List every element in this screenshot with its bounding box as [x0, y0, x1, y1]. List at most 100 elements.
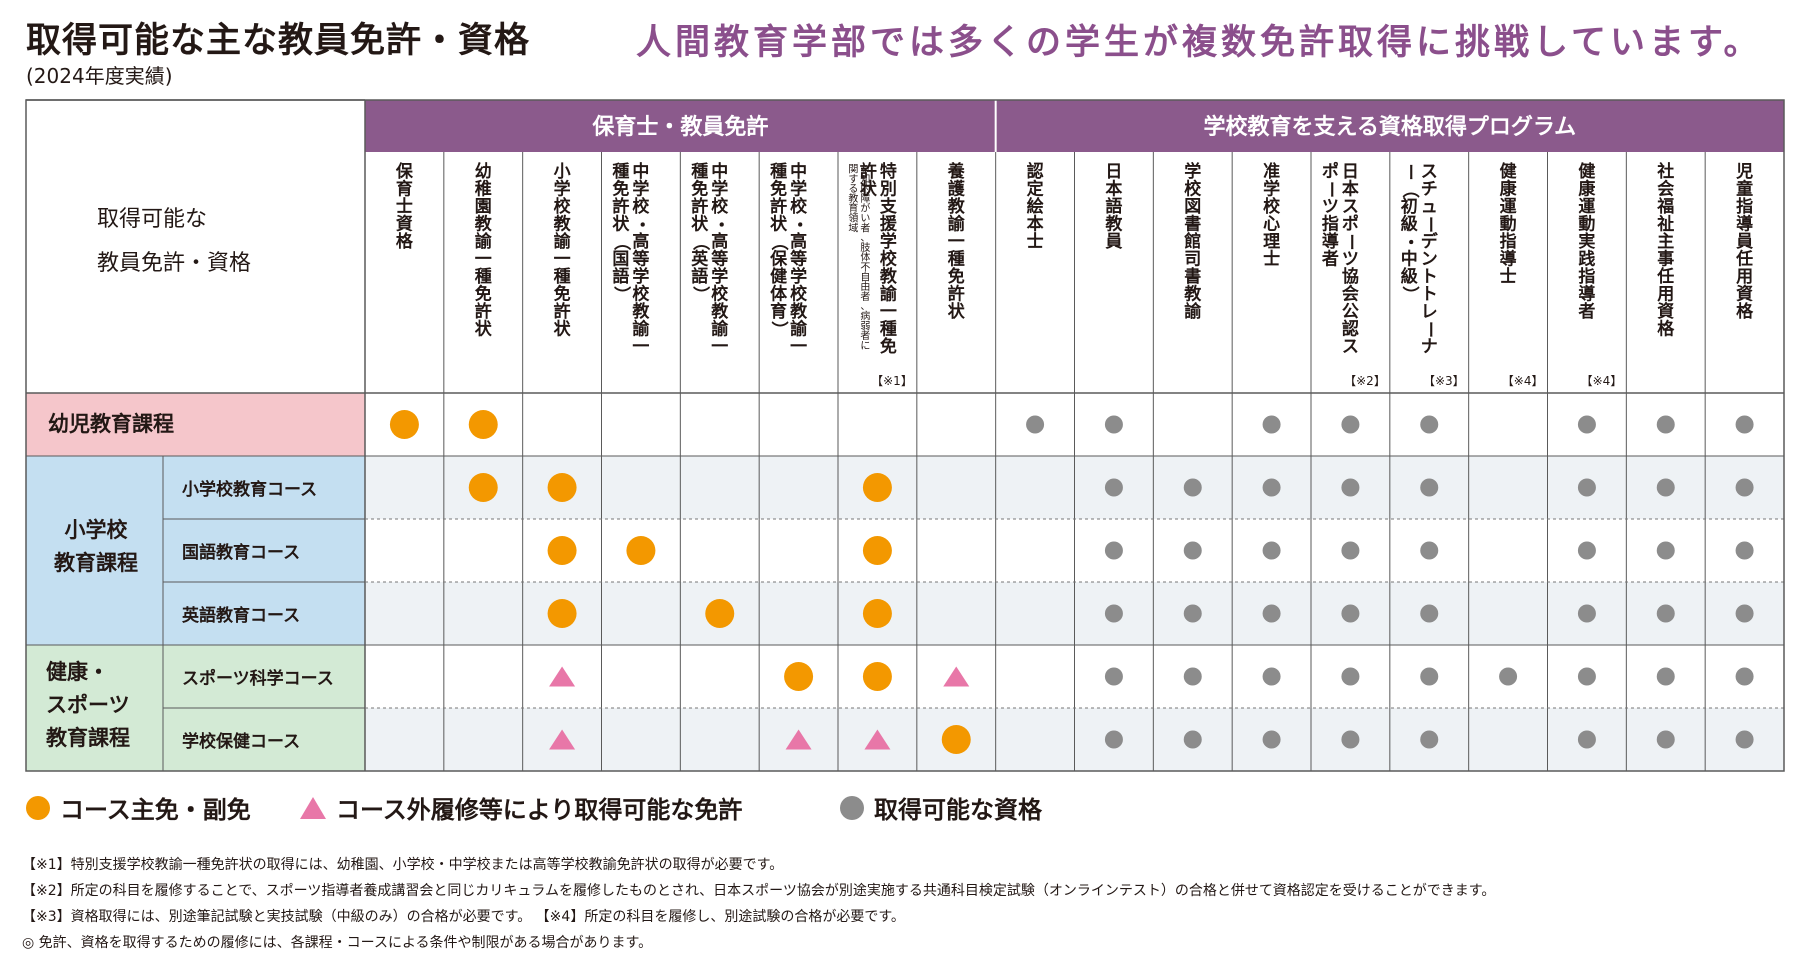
column-header-char: 許 — [948, 284, 965, 305]
column-header-char: 育 — [770, 301, 787, 322]
gray-circle-mark — [1183, 604, 1202, 623]
column-header-char: 学 — [632, 179, 649, 200]
column-header-char: ス — [1421, 162, 1438, 182]
column-header-char: 一 — [790, 337, 807, 357]
column-header-subtext-char: 者 — [860, 291, 870, 303]
column-header-char: 本 — [1027, 214, 1044, 235]
column-header-char: 学 — [1263, 179, 1280, 200]
column-header-char: 免 — [554, 284, 571, 305]
pink-triangle-mark — [864, 729, 891, 750]
column-header-char: 動 — [1500, 214, 1517, 235]
column-header-subtext-char: 、 — [860, 233, 870, 244]
column-header-char: ・ — [789, 216, 809, 233]
column-header-char: 公 — [1342, 302, 1359, 322]
column-header-char: 学 — [790, 179, 807, 200]
gray-circle-mark — [1262, 541, 1281, 560]
column-header-char: ュ — [1421, 197, 1438, 217]
column-header-char: 者 — [1577, 301, 1595, 322]
column-header-char: 学 — [880, 231, 897, 252]
gray-circle-mark — [1656, 541, 1675, 560]
gray-circle-mark — [1420, 415, 1439, 434]
gray-circle-mark — [1183, 667, 1202, 686]
column-header-char: ー — [1320, 181, 1340, 198]
gray-circle-mark — [1104, 478, 1123, 497]
column-header-char: 日 — [1342, 162, 1359, 182]
column-header-char: 教 — [553, 214, 572, 235]
column-header-char: 種 — [554, 266, 571, 287]
column-header-char: 学 — [554, 179, 571, 200]
column-header-char: レ — [1421, 302, 1438, 322]
footnote-2: 【※2】所定の科目を履修することで、スポーツ指導者養成講習会と同じカリキュラムを… — [22, 883, 1496, 899]
group-header-bg — [365, 100, 996, 152]
column-header-subtext-char: 由 — [860, 280, 870, 293]
column-header-char: 許 — [770, 196, 787, 217]
column-header-char: 英 — [691, 249, 709, 270]
pink-triangle-icon — [300, 796, 326, 819]
orange-circle-mark — [705, 599, 735, 628]
column-header-char: 中 — [790, 161, 807, 182]
column-header-char: ・ — [710, 216, 730, 233]
column-header-subtext-char: 域 — [848, 221, 858, 234]
column-header-char: ー — [1340, 234, 1360, 251]
gray-circle-mark — [1656, 478, 1675, 497]
column-header-char: 校 — [711, 196, 729, 217]
column-header-char: 一 — [711, 337, 728, 357]
column-header-char: 実 — [1578, 231, 1595, 252]
column-header-char: 学 — [1184, 161, 1201, 182]
qualification-table: 保育士・教員免許 学校教育を支える資格取得プログラム取得可能な教員免許・資格保育士… — [25, 99, 1785, 772]
column-header-char: 員 — [1104, 232, 1122, 252]
page-title: 取得可能な主な教員免許・資格 — [26, 21, 531, 61]
column-header-char: 免 — [880, 336, 897, 357]
column-header-char: 社 — [1656, 161, 1674, 182]
group-header-bg — [995, 100, 1784, 152]
column-header-subtext-char: 的 — [860, 182, 870, 195]
gray-circle-mark — [1735, 667, 1754, 686]
gray-circle-mark — [1183, 541, 1202, 560]
footnotes: 【※1】特別支援学校教諭一種免許状の取得には、幼稚園、小学校・中学校または高等学… — [22, 852, 1495, 956]
column-header-char: 保 — [395, 161, 414, 182]
column-header-char: ー — [1399, 164, 1419, 181]
column-header-char: 格 — [1736, 301, 1754, 322]
column-header-char: ト — [1421, 267, 1438, 287]
orange-circle-mark — [862, 662, 892, 691]
column-header-subtext-char: 不 — [860, 263, 870, 274]
column-header-char: 校 — [1263, 196, 1281, 217]
column-header-char: 諭 — [948, 214, 966, 235]
course-label: 英語教育コース — [182, 605, 300, 626]
gray-circle-mark — [1735, 730, 1754, 749]
column-note: 【※1】 — [871, 374, 913, 388]
column-header-char: 健 — [1578, 161, 1595, 182]
column-header-char: デ — [1421, 231, 1439, 252]
row-group-label: 幼児教育課程 — [48, 412, 174, 436]
column-header-char: 定 — [1027, 179, 1044, 200]
column-header-char: 書 — [1184, 214, 1201, 235]
column-header-char: 児 — [1735, 162, 1753, 182]
page-subtitle: 人間教育学部では多くの学生が複数免許取得に挑戦しています。 — [636, 23, 1763, 63]
column-header-char: 童 — [1736, 179, 1753, 200]
column-header-char: 学 — [711, 266, 728, 287]
column-header-char: 士 — [1500, 266, 1517, 287]
column-note: 【※2】 — [1344, 374, 1386, 388]
column-header-char: 士 — [396, 196, 413, 217]
column-header-char: 主 — [1657, 231, 1674, 252]
gray-circle-mark — [1735, 415, 1754, 434]
orange-circle-mark — [626, 536, 656, 565]
column-header-char: 高 — [790, 231, 807, 252]
column-header-char: ス — [1342, 197, 1359, 217]
column-header-char: 日 — [1105, 162, 1122, 182]
footnote-1: 【※1】特別支援学校教諭一種免許状の取得には、幼稚園、小学校・中学校または高等学… — [22, 857, 784, 873]
course-label: 国語教育コース — [182, 542, 300, 563]
column-header-subtext-char: 育 — [848, 202, 858, 215]
column-header-char: 心 — [1263, 215, 1280, 235]
gray-circle-mark — [1262, 478, 1281, 497]
gray-circle-mark — [1341, 730, 1360, 749]
column-header-char: 状 — [948, 301, 966, 322]
column-header-char: 一 — [475, 250, 492, 270]
column-header-subtext-char: 自 — [860, 270, 870, 283]
column-header-char: 諭 — [880, 284, 898, 305]
column-header-char: 教 — [1104, 214, 1123, 235]
column-header-char: 高 — [632, 231, 649, 252]
column-header-char: 許 — [475, 301, 492, 322]
column-header-char: 員 — [1735, 232, 1753, 252]
column-header-char: 書 — [1184, 266, 1201, 287]
